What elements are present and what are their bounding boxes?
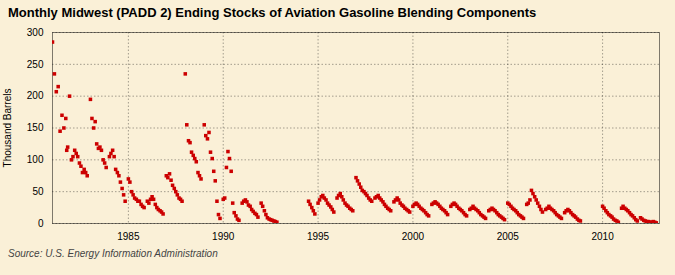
svg-text:50: 50 <box>32 186 44 197</box>
svg-text:2005: 2005 <box>497 231 520 242</box>
svg-text:2000: 2000 <box>402 231 425 242</box>
svg-text:250: 250 <box>27 59 44 70</box>
svg-text:200: 200 <box>27 90 44 101</box>
svg-text:1990: 1990 <box>212 231 235 242</box>
svg-text:150: 150 <box>27 122 44 133</box>
svg-text:100: 100 <box>27 154 44 165</box>
svg-text:1985: 1985 <box>117 231 140 242</box>
html-text:Source: U.S. Energy Informatio: Source: U.S. Energy Information Administ… <box>8 248 218 259</box>
svg-text:0: 0 <box>38 218 44 229</box>
svg-text:Thousand Barrels: Thousand Barrels <box>2 89 13 168</box>
svg-text:1995: 1995 <box>307 231 330 242</box>
svg-text:300: 300 <box>27 27 44 38</box>
svg-text:2010: 2010 <box>591 231 614 242</box>
html-text:Monthly Midwest (PADD 2) Endin: Monthly Midwest (PADD 2) Ending Stocks o… <box>8 5 537 20</box>
